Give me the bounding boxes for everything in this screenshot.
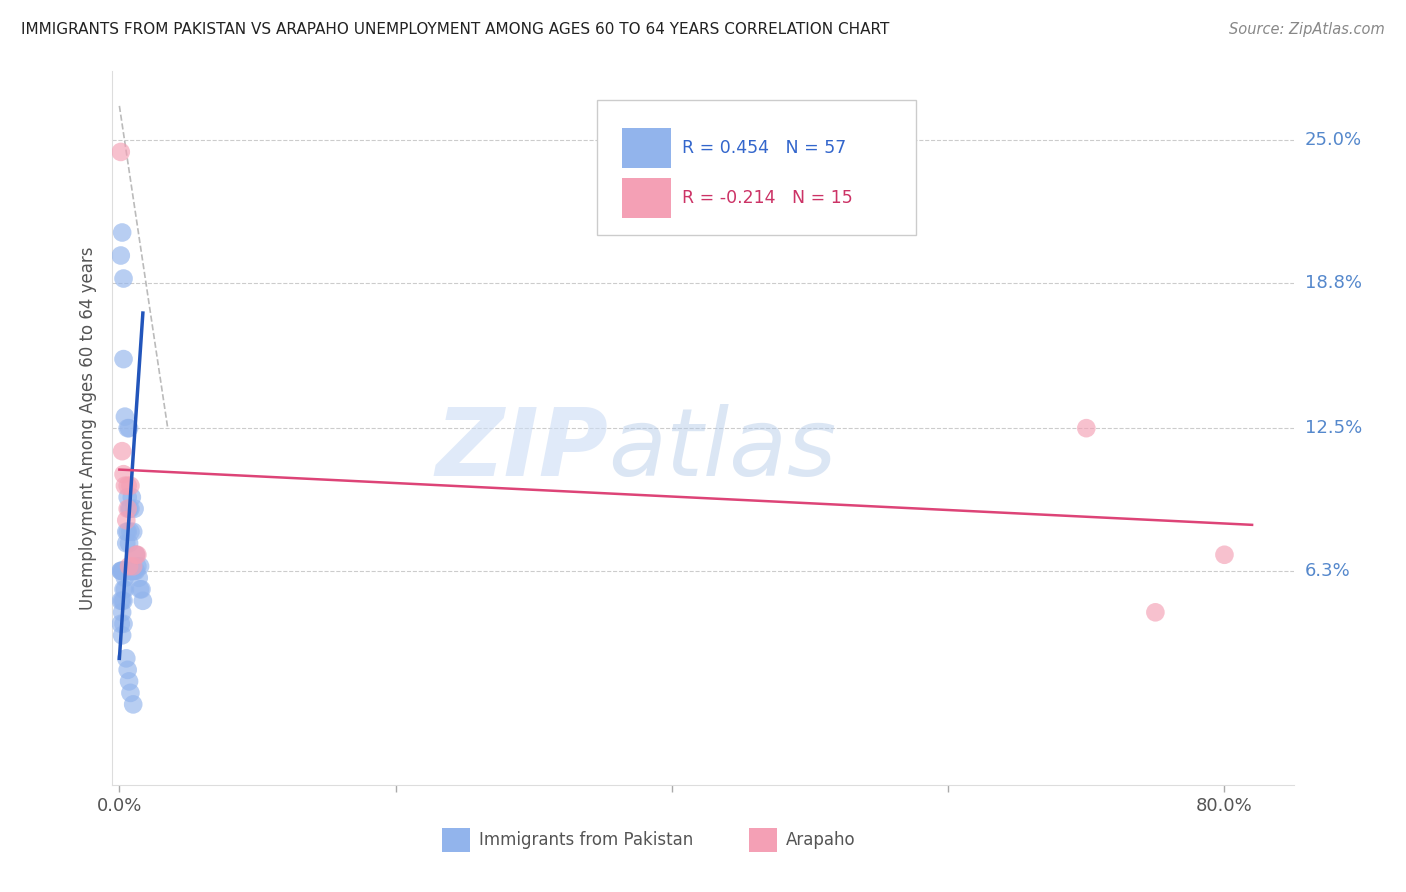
Point	[121, 564, 143, 578]
Text: Source: ZipAtlas.com: Source: ZipAtlas.com	[1229, 22, 1385, 37]
Point	[120, 564, 142, 578]
Text: R = 0.454   N = 57: R = 0.454 N = 57	[682, 139, 846, 157]
Point	[117, 421, 139, 435]
Point	[118, 421, 141, 435]
Point	[111, 605, 134, 619]
Point	[112, 271, 135, 285]
Point	[115, 564, 138, 578]
Point	[110, 564, 132, 578]
Text: atlas: atlas	[609, 404, 837, 495]
Text: Immigrants from Pakistan: Immigrants from Pakistan	[478, 831, 693, 849]
Point	[111, 564, 134, 578]
Point	[110, 594, 132, 608]
Point	[114, 582, 136, 597]
Point	[124, 564, 146, 578]
Point	[129, 559, 152, 574]
FancyBboxPatch shape	[621, 178, 671, 219]
Point	[122, 524, 145, 539]
Point	[115, 536, 138, 550]
Point	[114, 564, 136, 578]
Point	[120, 479, 142, 493]
Point	[114, 564, 136, 578]
Text: 6.3%: 6.3%	[1305, 562, 1350, 580]
Point	[121, 490, 143, 504]
FancyBboxPatch shape	[621, 128, 671, 169]
Point	[118, 501, 141, 516]
Point	[112, 467, 135, 482]
Point	[112, 352, 135, 367]
Point	[125, 564, 148, 578]
Point	[110, 564, 132, 578]
Point	[112, 616, 135, 631]
Point	[110, 248, 132, 262]
Point	[112, 564, 135, 578]
Text: 25.0%: 25.0%	[1305, 131, 1362, 150]
FancyBboxPatch shape	[441, 828, 471, 852]
Text: IMMIGRANTS FROM PAKISTAN VS ARAPAHO UNEMPLOYMENT AMONG AGES 60 TO 64 YEARS CORRE: IMMIGRANTS FROM PAKISTAN VS ARAPAHO UNEM…	[21, 22, 890, 37]
Point	[117, 564, 139, 578]
Point	[115, 513, 138, 527]
Text: 18.8%: 18.8%	[1305, 274, 1361, 293]
Point	[1144, 605, 1167, 619]
Text: ZIP: ZIP	[436, 403, 609, 496]
Point	[117, 663, 139, 677]
Point	[111, 564, 134, 578]
Point	[118, 536, 141, 550]
Point	[112, 594, 135, 608]
Point	[111, 628, 134, 642]
Point	[111, 226, 134, 240]
Point	[1076, 421, 1098, 435]
Point	[127, 548, 149, 562]
Point	[128, 571, 150, 585]
Point	[114, 409, 136, 424]
Point	[125, 548, 148, 562]
Text: R = -0.214   N = 15: R = -0.214 N = 15	[682, 189, 852, 207]
Point	[117, 501, 139, 516]
Point	[120, 524, 142, 539]
Point	[110, 616, 132, 631]
Point	[1213, 548, 1236, 562]
FancyBboxPatch shape	[596, 100, 915, 235]
FancyBboxPatch shape	[749, 828, 778, 852]
Point	[112, 564, 135, 578]
Point	[115, 524, 138, 539]
Point	[112, 582, 135, 597]
Point	[118, 564, 141, 578]
Point	[110, 145, 132, 159]
Text: Arapaho: Arapaho	[786, 831, 855, 849]
Y-axis label: Unemployment Among Ages 60 to 64 years: Unemployment Among Ages 60 to 64 years	[79, 246, 97, 610]
Point	[114, 571, 136, 585]
Point	[118, 559, 141, 574]
Point	[120, 686, 142, 700]
Point	[131, 582, 153, 597]
Point	[115, 564, 138, 578]
Point	[120, 501, 142, 516]
Point	[117, 479, 139, 493]
Point	[125, 548, 148, 562]
Point	[124, 501, 146, 516]
Text: 12.5%: 12.5%	[1305, 419, 1362, 437]
Point	[117, 524, 139, 539]
Point	[118, 674, 141, 689]
Point	[111, 594, 134, 608]
Point	[117, 490, 139, 504]
Point	[115, 651, 138, 665]
Point	[114, 479, 136, 493]
Point	[129, 582, 152, 597]
Point	[127, 559, 149, 574]
Point	[122, 564, 145, 578]
Point	[122, 559, 145, 574]
Point	[111, 444, 134, 458]
Point	[122, 698, 145, 712]
Point	[132, 594, 155, 608]
